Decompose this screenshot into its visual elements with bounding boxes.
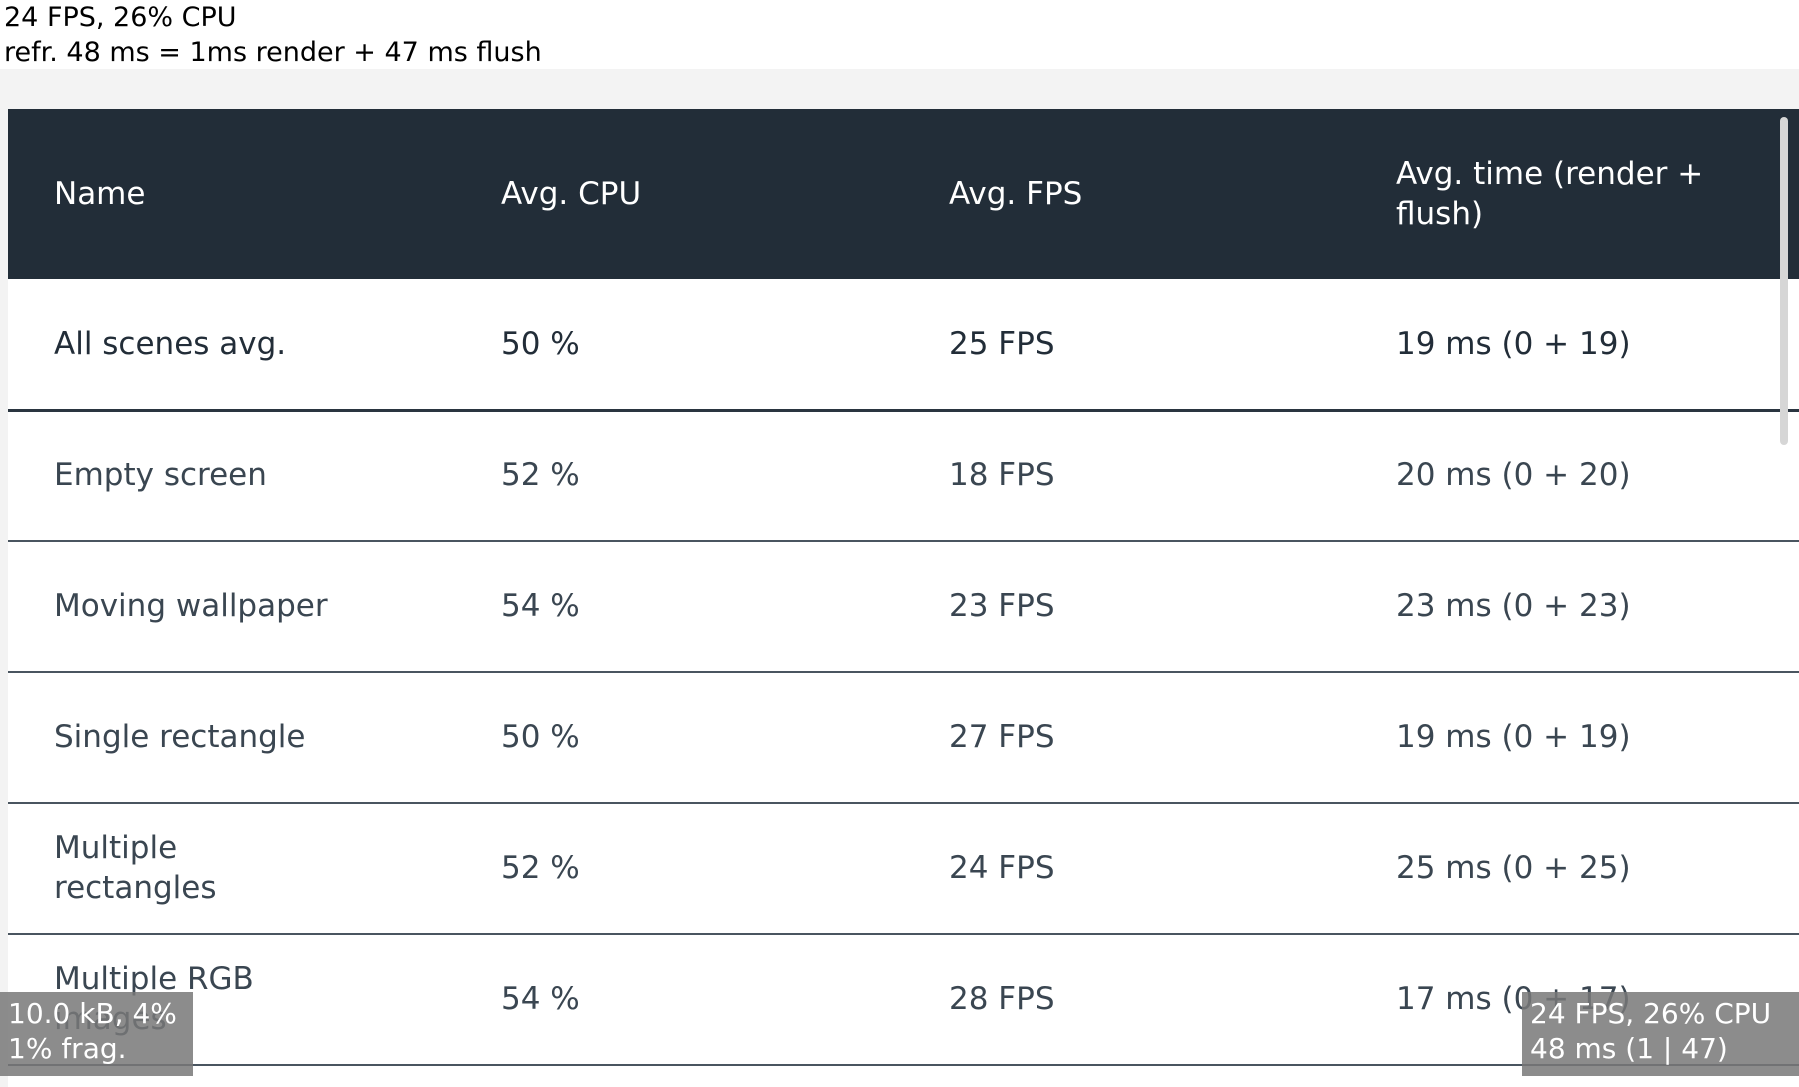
table-cell: 54 % (501, 588, 580, 624)
overlay-line: 24 FPS, 26% CPU (1530, 997, 1772, 1030)
table-cell: 19 ms (0 + 19) (1396, 719, 1631, 755)
header-cell: Avg. FPS (949, 176, 1083, 212)
header-cell: Avg. CPU (501, 176, 642, 212)
overlay-line: 10.0 kB, 4% (8, 997, 177, 1030)
memory-overlay: 10.0 kB, 4% 1% frag. (0, 992, 193, 1076)
table-cell: 50 % (501, 719, 580, 755)
overlay-line: 1% frag. (8, 1032, 127, 1065)
table-cell: All scenes avg. (54, 326, 287, 362)
perf-stats: 24 FPS, 26% CPU refr. 48 ms = 1ms render… (4, 0, 542, 70)
table-row: Single rectangle 50 % 27 FPS 19 ms (0 + 19) (8, 672, 1799, 804)
table-cell: 28 FPS (949, 981, 1055, 1017)
table-cell: Empty screen (54, 457, 267, 493)
table-cell: 23 ms (0 + 23) (1396, 588, 1631, 624)
perf-line: refr. 48 ms = 1ms render + 47 ms flush (4, 37, 542, 68)
table-header: Name Avg. CPU Avg. FPS Avg. time (render + … (8, 109, 1799, 279)
overlay-line: 48 ms (1 | 47) (1530, 1032, 1728, 1065)
table-cell: Single rectangle (54, 719, 306, 755)
table-cell: 25 FPS (949, 326, 1055, 362)
perf-line: 24 FPS, 26% CPU (4, 2, 237, 33)
table-cell: 50 % (501, 326, 580, 362)
table-cell: 18 FPS (949, 457, 1055, 493)
table-cell: Moving wallpaper (54, 588, 328, 624)
table-cell: 25 ms (0 + 25) (1396, 850, 1631, 886)
table-cell: 19 ms (0 + 19) (1396, 326, 1631, 362)
table-cell: 52 % (501, 457, 580, 493)
header-cell: Avg. time (render + flush) (1396, 156, 1704, 232)
table-row: All scenes avg. 50 % 25 FPS 19 ms (0 + 19) (8, 279, 1799, 412)
benchmark-table: Name Avg. CPU Avg. FPS Avg. time (render + … (8, 109, 1799, 1087)
table-cell: Multiple rectangles (54, 830, 217, 906)
screen: Name Avg. CPU Avg. FPS Avg. time (render + … (0, 69, 1799, 1087)
table-cell: 52 % (501, 850, 580, 886)
header-cell: Name (54, 176, 146, 212)
table-row: Multiple rectangles 52 % 24 FPS 25 ms (0 + … (8, 803, 1799, 935)
scrollbar (1780, 117, 1788, 445)
table-cell: 27 FPS (949, 719, 1055, 755)
table-row: Empty screen 52 % 18 FPS 20 ms (0 + 20) (8, 410, 1799, 542)
fps-overlay: 24 FPS, 26% CPU 48 ms (1 | 47) (1522, 992, 1799, 1076)
table-cell: 23 FPS (949, 588, 1055, 624)
table-cell: 24 FPS (949, 850, 1055, 886)
table-cell: 20 ms (0 + 20) (1396, 457, 1631, 493)
table-cell: 54 % (501, 981, 580, 1017)
table-row: Moving wallpaper 54 % 23 FPS 23 ms (0 + 23) (8, 541, 1799, 673)
